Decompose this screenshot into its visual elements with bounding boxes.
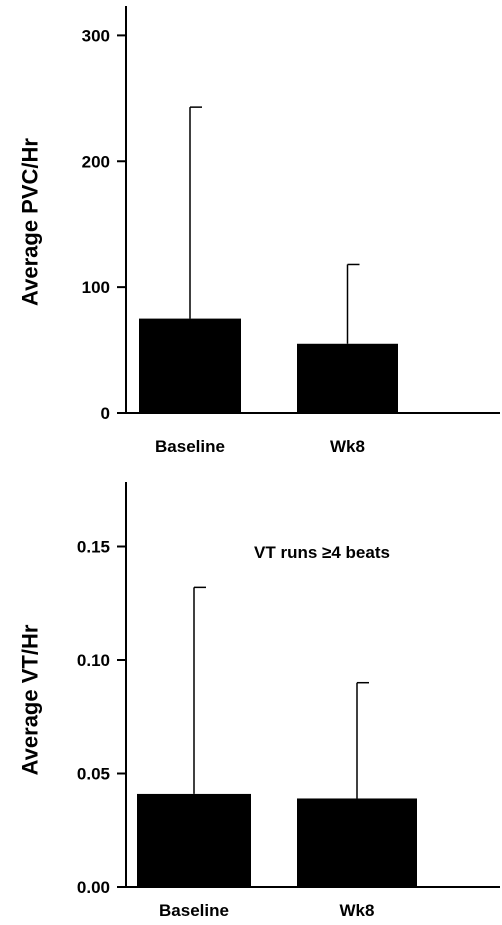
y-axis-title: Average VT/Hr [18, 624, 43, 775]
bar-wk8 [297, 798, 417, 887]
y-tick-label: 200 [82, 152, 110, 171]
vt-chart: 0.00 0.05 0.10 0.15 Baseline Wk8 Average VT/Hr… [18, 482, 500, 920]
y-tick-label: 0.05 [77, 765, 110, 784]
y-tick-label: 300 [82, 26, 110, 45]
y-axis-title: Average PVC/Hr [18, 138, 43, 306]
x-tick-label: Baseline [159, 901, 229, 920]
y-tick-label: 0.15 [77, 538, 110, 557]
pvc-chart: 0 100 200 300 Baseline Wk8 Average PVC/Hr [18, 6, 500, 456]
y-tick-label: 0.10 [77, 651, 110, 670]
y-tick-label: 100 [82, 278, 110, 297]
bar-baseline [137, 793, 251, 887]
y-tick-label: 0.00 [77, 878, 110, 897]
y-tick-label: 0 [101, 404, 110, 423]
chart-annotation: VT runs ≥4 beats [254, 543, 390, 562]
bar-wk8 [297, 343, 398, 413]
bar-baseline [139, 318, 241, 413]
x-tick-label: Baseline [155, 437, 225, 456]
x-tick-label: Wk8 [330, 437, 365, 456]
x-tick-label: Wk8 [340, 901, 375, 920]
